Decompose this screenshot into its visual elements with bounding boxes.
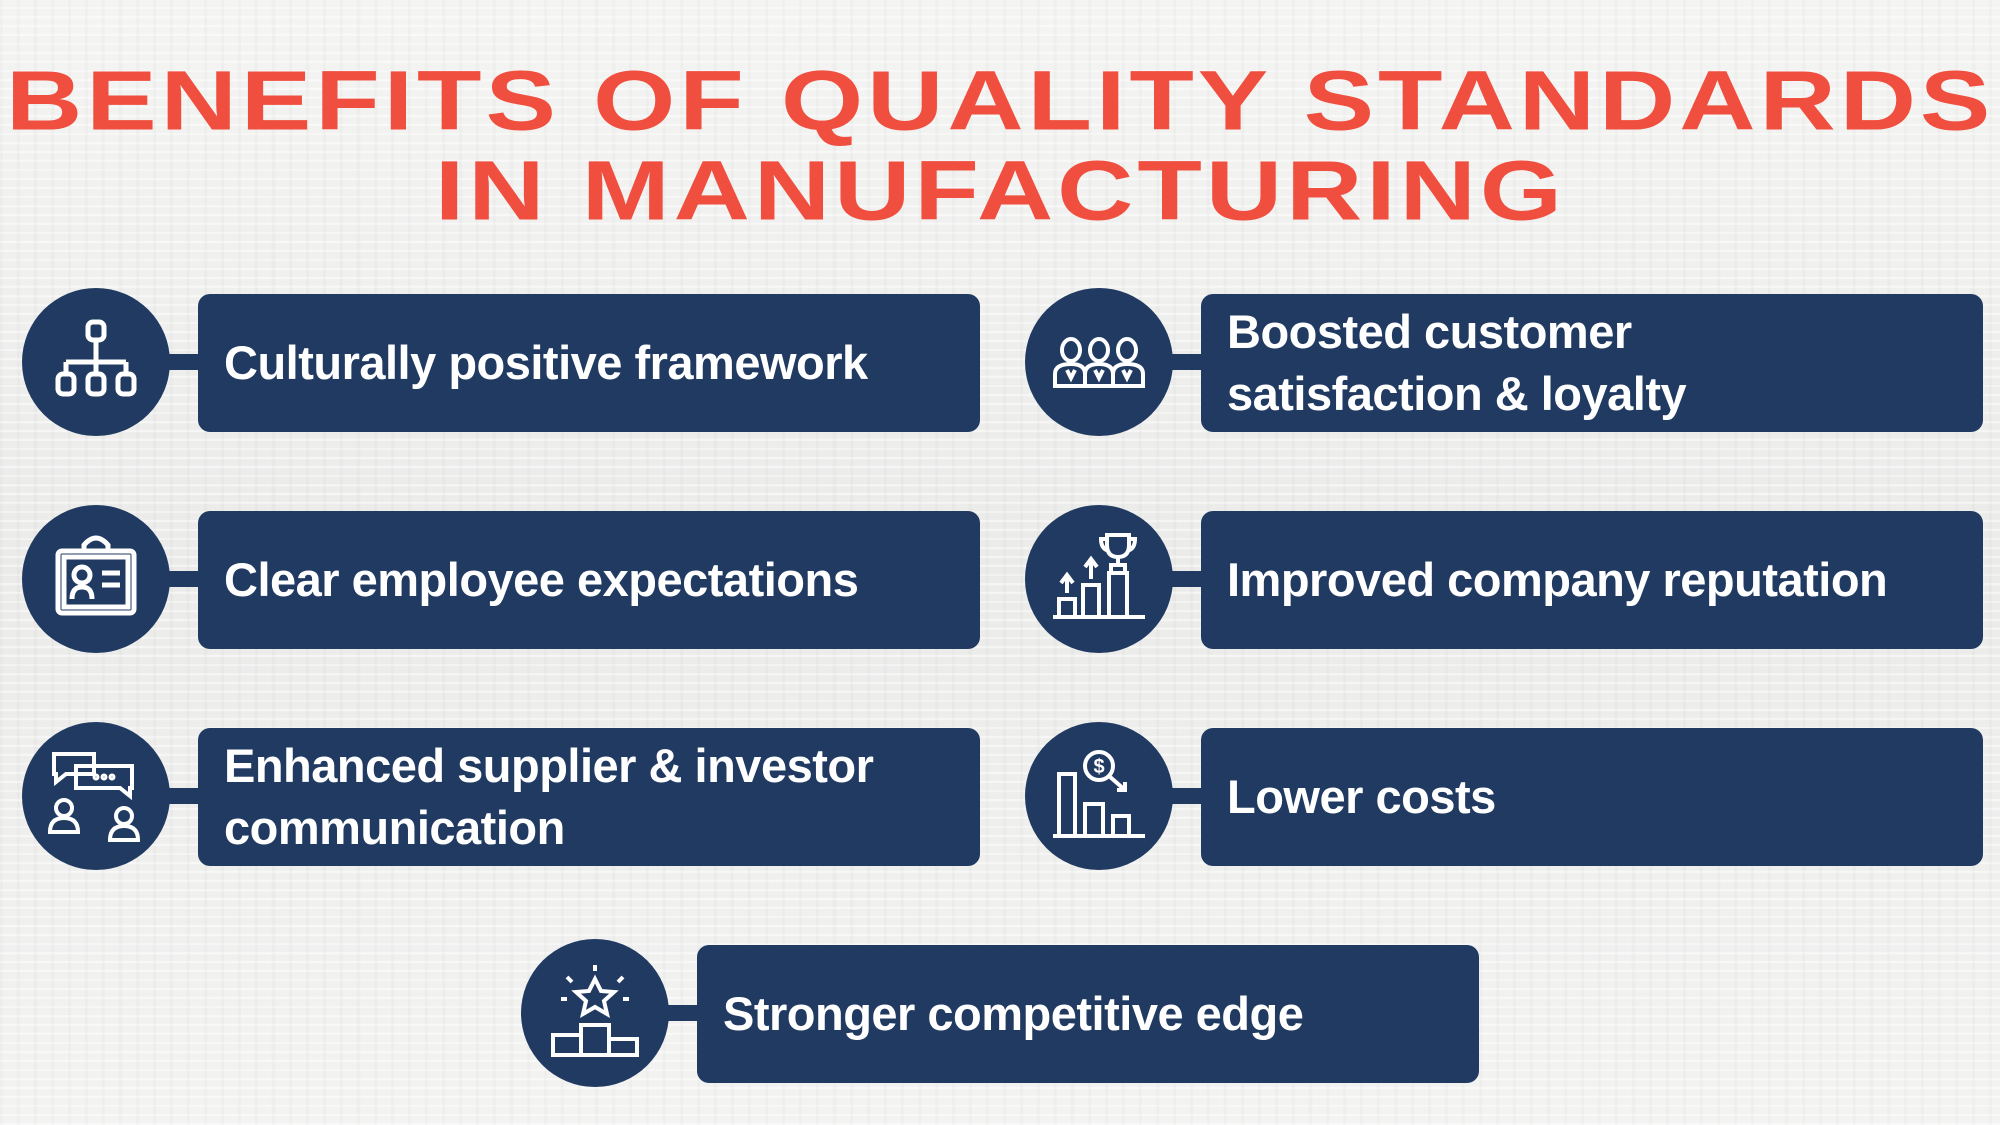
benefit-item: $ Lower costs	[1003, 722, 2000, 872]
benefit-box: Clear employee expectations	[198, 511, 980, 649]
benefit-item: Clear employee expectations	[0, 505, 1000, 655]
trophy-growth-icon	[1025, 505, 1173, 653]
id-badge-icon	[22, 505, 170, 653]
benefit-box: Improved company reputation	[1201, 511, 1983, 649]
svg-text:$: $	[1093, 756, 1104, 778]
benefit-label: Boosted customer satisfaction & loyalty	[1227, 305, 1687, 420]
benefit-box: Culturally positive framework	[198, 294, 980, 432]
connector	[659, 1005, 709, 1021]
page-title-line-2: IN MANUFACTURING	[434, 143, 1566, 238]
benefit-item: Culturally positive framework	[0, 288, 1000, 438]
benefit-item: Improved company reputation	[1003, 505, 2000, 655]
page-title-line-1: BENEFITS OF QUALITY STANDARDS	[5, 53, 1995, 148]
benefit-label: Improved company reputation	[1227, 553, 1888, 606]
benefit-box: Stronger competitive edge	[697, 945, 1479, 1083]
connector	[1163, 571, 1213, 587]
benefit-label: Enhanced supplier & investor communicati…	[224, 739, 874, 854]
benefit-box: Boosted customer satisfaction & loyalty	[1201, 294, 1983, 432]
connector	[1163, 354, 1213, 370]
connector	[1163, 788, 1213, 804]
connector	[160, 354, 210, 370]
benefit-label: Lower costs	[1227, 770, 1496, 823]
org-chart-icon	[22, 288, 170, 436]
cost-decrease-icon: $	[1025, 722, 1173, 870]
podium-star-icon	[521, 939, 669, 1087]
benefit-box: Lower costs	[1201, 728, 1983, 866]
chat-people-icon	[22, 722, 170, 870]
customers-icon	[1025, 288, 1173, 436]
benefit-label: Clear employee expectations	[224, 553, 859, 606]
benefit-item: Enhanced supplier & investor communicati…	[0, 722, 1000, 872]
benefit-item: Boosted customer satisfaction & loyalty	[1003, 288, 2000, 438]
benefit-label: Culturally positive framework	[224, 336, 868, 389]
connector	[160, 571, 210, 587]
benefit-box: Enhanced supplier & investor communicati…	[198, 728, 980, 866]
benefit-item: Stronger competitive edge	[499, 939, 1499, 1089]
benefit-label: Stronger competitive edge	[723, 987, 1304, 1040]
connector	[160, 788, 210, 804]
